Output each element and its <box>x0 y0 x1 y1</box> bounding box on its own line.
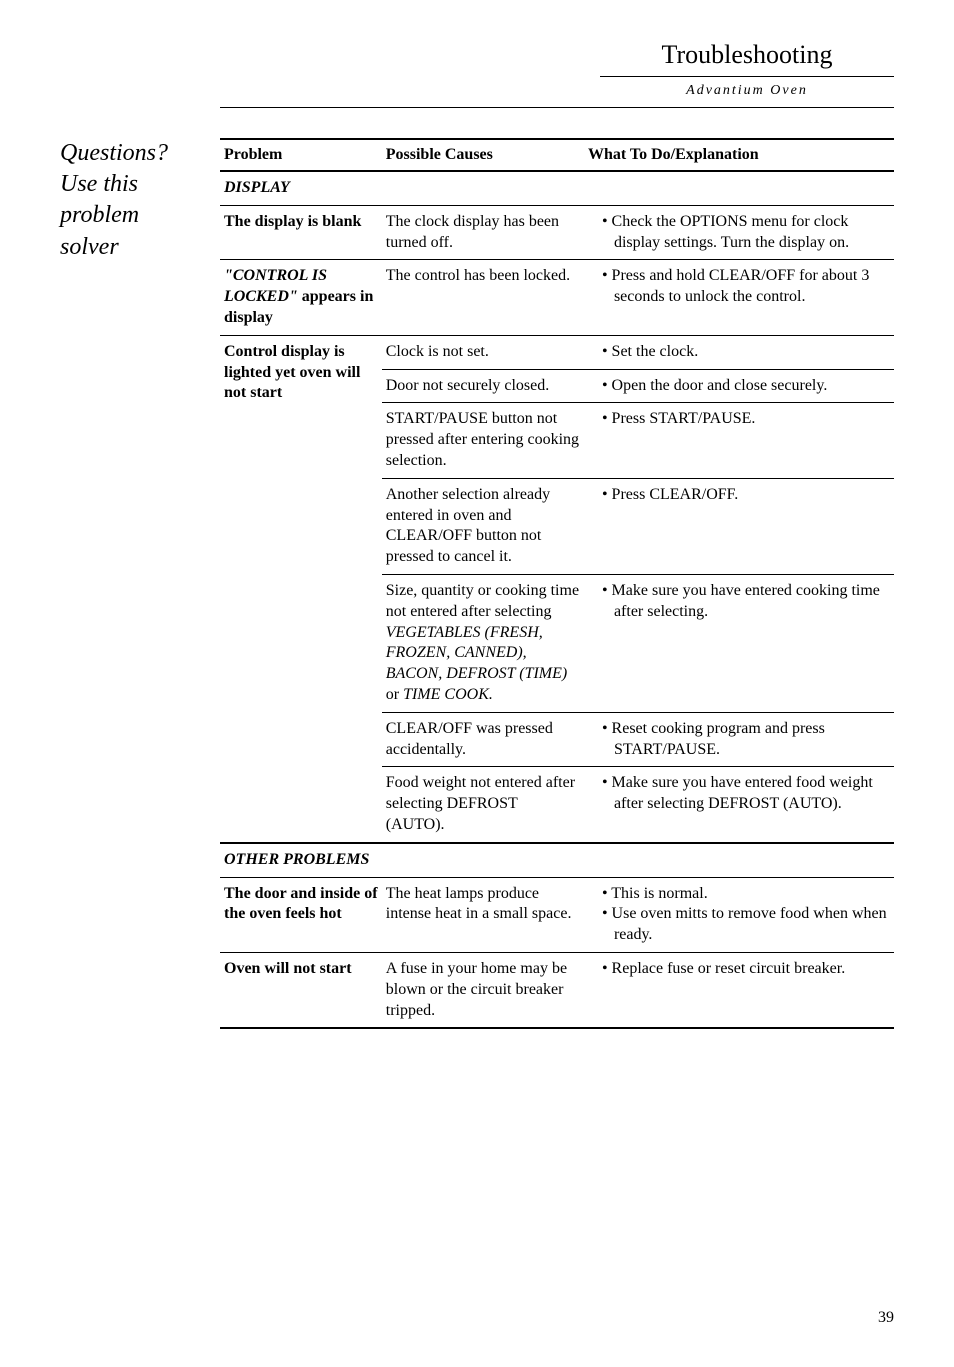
page-number: 39 <box>60 1309 894 1327</box>
fix-cell: Replace fuse or reset circuit breaker. <box>584 952 894 1028</box>
col-header-problem: Problem <box>220 139 382 171</box>
section-row-other: OTHER PROBLEMS <box>220 843 894 877</box>
cause-text-emph: VEGETABLES (FRESH, FROZEN, CANNED), BACO… <box>386 624 567 683</box>
fix-item: Make sure you have entered food weight a… <box>602 773 890 815</box>
fix-cell: Press CLEAR/OFF. <box>584 478 894 574</box>
fix-cell: Make sure you have entered cooking time … <box>584 574 894 712</box>
fix-item: Set the clock. <box>602 342 890 363</box>
fix-item: Make sure you have entered cooking time … <box>602 581 890 623</box>
troubleshooting-table: Problem Possible Causes What To Do/Expla… <box>220 138 894 1029</box>
sidebar-line: solver <box>60 232 210 263</box>
table-end-rule <box>220 1028 894 1029</box>
fix-cell: Press START/PAUSE. <box>584 403 894 478</box>
table-row: Oven will not start A fuse in your home … <box>220 952 894 1028</box>
fix-item: Replace fuse or reset circuit breaker. <box>602 959 890 980</box>
table-row: The display is blank The clock display h… <box>220 205 894 260</box>
cause-cell: A fuse in your home may be blown or the … <box>382 952 584 1028</box>
fix-cell: Make sure you have entered food weight a… <box>584 767 894 843</box>
fix-cell: This is normal. Use oven mitts to remove… <box>584 877 894 952</box>
cause-text-emph: TIME COOK. <box>403 686 493 703</box>
fix-item: Check the OPTIONS menu for clock display… <box>602 212 890 254</box>
cause-text: or <box>386 686 403 703</box>
fix-item: Reset cooking program and press START/PA… <box>602 719 890 761</box>
cause-cell: The heat lamps produce intense heat in a… <box>382 877 584 952</box>
header-rule <box>220 107 894 108</box>
fix-cell: Open the door and close securely. <box>584 369 894 403</box>
cause-cell: Food weight not entered after selecting … <box>382 767 584 843</box>
fix-cell: Press and hold CLEAR/OFF for about 3 sec… <box>584 260 894 335</box>
fix-item: Press CLEAR/OFF. <box>602 485 890 506</box>
page-subtitle: Advantium Oven <box>600 83 894 103</box>
fix-item: Press START/PAUSE. <box>602 409 890 430</box>
section-header: OTHER PROBLEMS <box>220 843 894 877</box>
cause-text: Size, quantity or cooking time not enter… <box>386 582 579 620</box>
sidebar-line: Use this <box>60 169 210 200</box>
cause-cell: START/PAUSE button not pressed after ent… <box>382 403 584 478</box>
page-title: Troubleshooting <box>600 40 894 77</box>
problem-cell: "CONTROL IS LOCKED" appears in display <box>220 260 382 335</box>
col-header-cause: Possible Causes <box>382 139 584 171</box>
col-header-fix: What To Do/Explanation <box>584 139 894 171</box>
table-row: "CONTROL IS LOCKED" appears in display T… <box>220 260 894 335</box>
troubleshooting-table-container: Problem Possible Causes What To Do/Expla… <box>220 138 894 1029</box>
cause-cell: Door not securely closed. <box>382 369 584 403</box>
fix-item: Press and hold CLEAR/OFF for about 3 sec… <box>602 266 890 308</box>
fix-cell: Check the OPTIONS menu for clock display… <box>584 205 894 260</box>
page-header: Troubleshooting Advantium Oven <box>220 40 894 108</box>
section-row-display: DISPLAY <box>220 171 894 205</box>
sidebar-line: Questions? <box>60 138 210 169</box>
fix-cell: Set the clock. <box>584 335 894 369</box>
sidebar-callout: Questions? Use this problem solver <box>60 138 210 1029</box>
cause-cell: Size, quantity or cooking time not enter… <box>382 574 584 712</box>
cause-cell: The clock display has been turned off. <box>382 205 584 260</box>
table-row: Control display is lighted yet oven will… <box>220 335 894 369</box>
problem-cell: The display is blank <box>220 205 382 260</box>
table-row: The door and inside of the oven feels ho… <box>220 877 894 952</box>
fix-item: Use oven mitts to remove food when when … <box>602 904 890 946</box>
table-header-row: Problem Possible Causes What To Do/Expla… <box>220 139 894 171</box>
fix-item: Open the door and close securely. <box>602 376 890 397</box>
cause-cell: Clock is not set. <box>382 335 584 369</box>
fix-item: This is normal. <box>602 884 890 905</box>
problem-cell: Control display is lighted yet oven will… <box>220 335 382 842</box>
problem-cell: The door and inside of the oven feels ho… <box>220 877 382 952</box>
sidebar-line: problem <box>60 200 210 231</box>
cause-cell: Another selection already entered in ove… <box>382 478 584 574</box>
cause-cell: The control has been locked. <box>382 260 584 335</box>
section-header: DISPLAY <box>220 171 894 205</box>
problem-cell: Oven will not start <box>220 952 382 1028</box>
fix-cell: Reset cooking program and press START/PA… <box>584 712 894 767</box>
cause-cell: CLEAR/OFF was pressed accidentally. <box>382 712 584 767</box>
